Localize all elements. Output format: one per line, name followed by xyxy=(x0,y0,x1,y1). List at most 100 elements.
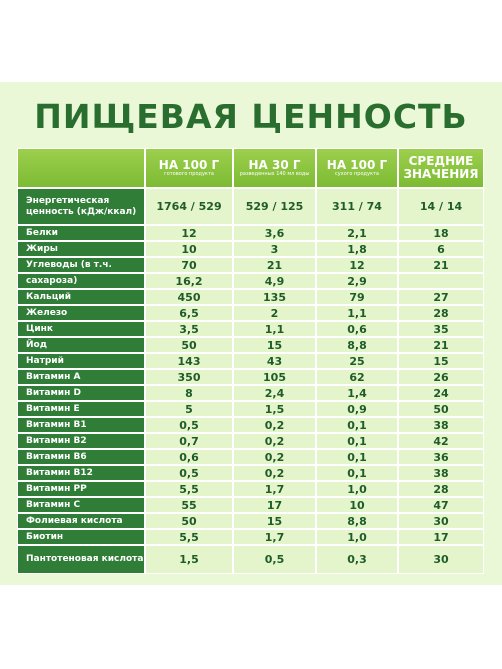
row-label: Углеводы (в т.ч. xyxy=(17,257,145,273)
row-label: Витамин А xyxy=(17,369,145,385)
value-text: 0,2 xyxy=(264,418,285,432)
value-text: 2,1 xyxy=(347,226,367,240)
value-cell: 0,2 xyxy=(233,417,316,433)
value-text: 0,5 xyxy=(264,553,285,566)
value-cell: 38 xyxy=(398,465,484,481)
value-text: 42 xyxy=(433,434,449,448)
value-text: 30 xyxy=(433,553,449,566)
value-text: 21 xyxy=(433,258,449,272)
value-cell: 1764 / 529 xyxy=(145,188,233,225)
label-text: Витамин В2 xyxy=(26,436,87,446)
value-text: 27 xyxy=(433,290,449,304)
value-text: 21 xyxy=(266,258,283,272)
value-cell: 0,3 xyxy=(316,545,398,574)
row-label: Пантотеновая кислота xyxy=(17,545,145,574)
value-text: 5,5 xyxy=(179,530,199,544)
value-text: 3,6 xyxy=(264,226,285,240)
value-cell: 0,1 xyxy=(316,449,398,465)
value-text: 1,7 xyxy=(264,482,285,496)
label-text: Натрий xyxy=(26,356,64,366)
value-cell: 0,2 xyxy=(233,465,316,481)
value-text: 50 xyxy=(181,514,197,528)
value-text: 10 xyxy=(181,242,197,256)
header-title: НА 100 Г xyxy=(326,158,388,173)
row-label: Йод xyxy=(17,337,145,353)
header-cell: СРЕДНИЕ ЗНАЧЕНИЯ xyxy=(398,148,484,188)
value-cell: 21 xyxy=(233,257,316,273)
label-text: Железо xyxy=(26,308,68,318)
value-text: 17 xyxy=(266,498,283,512)
value-text: 50 xyxy=(433,402,449,416)
row-label: Энергетическая ценность (кДж/ккал) xyxy=(17,188,145,225)
value-text: 24 xyxy=(433,386,449,400)
value-text: 17 xyxy=(433,530,449,544)
row-label: Цинк xyxy=(17,321,145,337)
value-text: 311 / 74 xyxy=(332,200,382,213)
title: ПИЩЕВАЯ ЦЕННОСТЬ xyxy=(34,97,468,136)
value-cell: 105 xyxy=(233,369,316,385)
label-text: Энергетическая ценность (кДж/ккал) xyxy=(26,196,137,217)
row-label: Белки xyxy=(17,225,145,241)
value-cell: 50 xyxy=(398,401,484,417)
value-text: 18 xyxy=(433,226,449,240)
value-cell: 24 xyxy=(398,385,484,401)
row-label: Витамин Е xyxy=(17,401,145,417)
value-cell: 55 xyxy=(145,497,233,513)
value-cell: 450 xyxy=(145,289,233,305)
value-cell: 50 xyxy=(145,513,233,529)
row-label: Железо xyxy=(17,305,145,321)
value-text: 8,8 xyxy=(347,514,367,528)
label-text: Углеводы (в т.ч. xyxy=(26,260,112,270)
value-cell: 35 xyxy=(398,321,484,337)
value-text: 12 xyxy=(181,226,197,240)
value-cell: 21 xyxy=(398,337,484,353)
value-cell: 6 xyxy=(398,241,484,257)
value-text: 1,0 xyxy=(347,530,367,544)
value-text: 1,4 xyxy=(347,386,367,400)
row-label: Фолиевая кислота xyxy=(17,513,145,529)
value-text: 8 xyxy=(185,386,193,400)
value-text: 1,0 xyxy=(347,482,367,496)
value-cell: 0,9 xyxy=(316,401,398,417)
value-cell: 0,1 xyxy=(316,465,398,481)
value-text: 0,5 xyxy=(179,466,199,480)
value-text: 38 xyxy=(433,418,449,432)
label-text: Белки xyxy=(26,228,58,238)
label-text: Кальций xyxy=(26,292,71,302)
value-cell: 26 xyxy=(398,369,484,385)
value-cell: 2,4 xyxy=(233,385,316,401)
value-cell: 3,6 xyxy=(233,225,316,241)
value-text: 0,9 xyxy=(347,402,367,416)
value-text: 0,1 xyxy=(347,434,367,448)
value-cell: 0,7 xyxy=(145,433,233,449)
value-text: 15 xyxy=(266,338,283,352)
value-cell: 8,8 xyxy=(316,513,398,529)
label-text: Витамин В6 xyxy=(26,452,87,462)
value-cell: 5 xyxy=(145,401,233,417)
label-text: Витамин Е xyxy=(26,404,80,414)
value-cell: 1,8 xyxy=(316,241,398,257)
value-cell: 0,5 xyxy=(233,545,316,574)
value-cell: 5,5 xyxy=(145,529,233,545)
value-text: 0,2 xyxy=(264,450,285,464)
value-cell: 0,5 xyxy=(145,417,233,433)
value-text: 3 xyxy=(270,242,279,256)
value-cell: 0,5 xyxy=(145,465,233,481)
value-text: 143 xyxy=(177,354,201,368)
label-text: Витамин А xyxy=(26,372,81,382)
value-text: 47 xyxy=(433,498,449,512)
value-cell: 311 / 74 xyxy=(316,188,398,225)
value-cell: 42 xyxy=(398,433,484,449)
row-label: Витамин В1 xyxy=(17,417,145,433)
value-cell: 30 xyxy=(398,545,484,574)
label-text: Жиры xyxy=(26,244,58,254)
row-label: Витамин В6 xyxy=(17,449,145,465)
value-text: 36 xyxy=(433,450,449,464)
value-text: 1,5 xyxy=(179,553,199,566)
value-cell: 135 xyxy=(233,289,316,305)
value-cell: 17 xyxy=(233,497,316,513)
value-cell: 2 xyxy=(233,305,316,321)
value-cell: 1,5 xyxy=(233,401,316,417)
